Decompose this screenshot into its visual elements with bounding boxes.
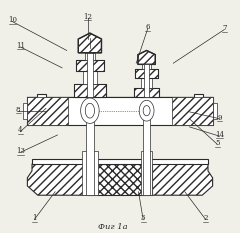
Bar <box>87 53 93 97</box>
Text: 7: 7 <box>222 24 227 32</box>
Bar <box>144 64 149 97</box>
Text: 10: 10 <box>8 16 17 24</box>
Polygon shape <box>139 100 154 121</box>
Polygon shape <box>152 164 213 195</box>
Text: 2: 2 <box>204 214 208 222</box>
Bar <box>76 60 104 71</box>
Polygon shape <box>88 164 152 195</box>
Polygon shape <box>85 103 95 118</box>
Text: 6: 6 <box>145 23 150 31</box>
Text: 9: 9 <box>217 114 222 122</box>
Polygon shape <box>81 98 99 123</box>
Bar <box>83 71 97 84</box>
Bar <box>141 151 152 195</box>
Polygon shape <box>78 33 102 53</box>
Text: 12: 12 <box>83 13 92 21</box>
Polygon shape <box>213 103 217 119</box>
Polygon shape <box>172 97 213 125</box>
Text: 11: 11 <box>16 42 25 50</box>
Polygon shape <box>23 103 27 119</box>
Bar <box>86 119 94 195</box>
Bar <box>141 78 152 88</box>
Bar <box>134 88 159 97</box>
Bar <box>82 151 98 195</box>
Bar <box>134 88 159 97</box>
Polygon shape <box>27 164 88 195</box>
Polygon shape <box>143 106 150 116</box>
Bar <box>74 84 106 97</box>
Bar <box>32 159 208 164</box>
Bar <box>85 53 95 60</box>
Text: 1: 1 <box>32 214 36 222</box>
Bar <box>143 64 151 69</box>
Text: 4: 4 <box>18 126 23 134</box>
Text: 5: 5 <box>215 139 220 147</box>
Text: 3: 3 <box>141 214 145 222</box>
Bar <box>76 60 104 71</box>
Text: 8: 8 <box>16 106 20 113</box>
Bar <box>135 69 158 78</box>
Polygon shape <box>27 97 68 125</box>
Polygon shape <box>27 94 213 125</box>
Text: 13: 13 <box>16 147 25 155</box>
Bar <box>135 69 158 78</box>
Text: 14: 14 <box>215 131 224 139</box>
Bar <box>74 84 106 97</box>
Bar <box>143 119 150 195</box>
Polygon shape <box>138 51 155 64</box>
Text: Фиг 1а: Фиг 1а <box>98 223 128 231</box>
